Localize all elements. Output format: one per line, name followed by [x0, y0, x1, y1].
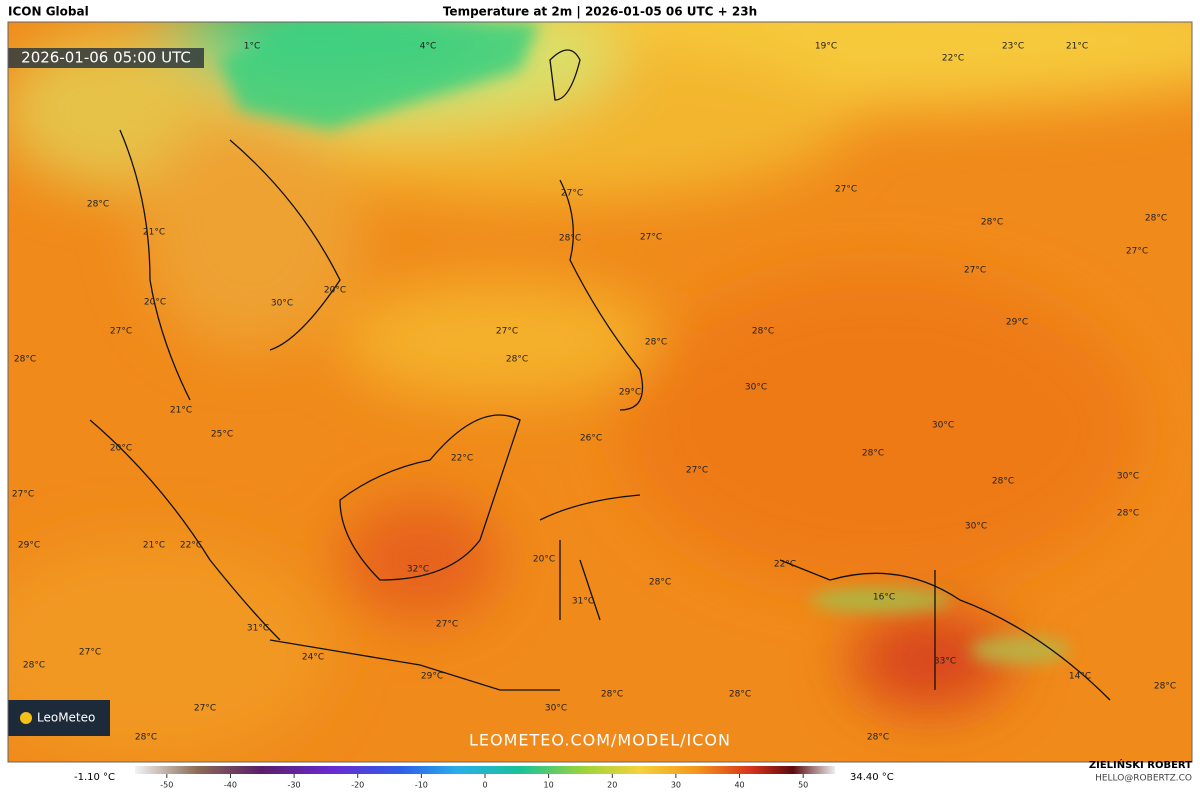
- coastlines: [89, 49, 1111, 701]
- temperature-label: 1°C: [244, 42, 261, 52]
- temperature-label: 33°C: [934, 657, 956, 667]
- map: 1°C 4°C 19°C 22°C 23°C 21°C 28°C 27°C 27°C 28°C 28…: [8, 22, 1192, 762]
- temperature-label: 14°C: [1069, 672, 1091, 682]
- temperature-label: 28°C: [729, 690, 751, 700]
- temperature-label: 23°C: [1002, 42, 1024, 52]
- temperature-label: 28°C: [559, 234, 581, 244]
- temperature-label: 28°C: [14, 355, 36, 365]
- temperature-label: 16°C: [873, 593, 895, 603]
- valid-time: 2026-01-06 05:00 UTC: [21, 49, 191, 67]
- temperature-label: 28°C: [867, 733, 889, 743]
- email: HELLO@ROBERTZ.CO: [1095, 774, 1192, 784]
- temperature-label: 27°C: [12, 490, 34, 500]
- temperature-label: 29°C: [18, 541, 40, 551]
- temperature-label: 21°C: [143, 541, 165, 551]
- temperature-label: 24°C: [302, 653, 324, 663]
- temperature-label: 32°C: [407, 565, 429, 575]
- colorbar-tick-label: 20: [607, 781, 617, 790]
- colorbar-tick-label: -10: [415, 781, 428, 790]
- temperature-label: 22°C: [942, 54, 964, 64]
- temperature-label: 20°C: [144, 298, 166, 308]
- colorbar-tick-label: 40: [734, 781, 744, 790]
- temperature-label: 29°C: [1006, 318, 1028, 328]
- temperature-label: 19°C: [815, 42, 837, 52]
- temperature-label: 27°C: [561, 189, 583, 199]
- temperature-label: 20°C: [533, 555, 555, 565]
- temperature-label: 28°C: [1154, 682, 1176, 692]
- temperature-label: 28°C: [87, 200, 109, 210]
- temperature-label: 29°C: [421, 672, 443, 682]
- temperature-label: 28°C: [649, 578, 671, 588]
- temperature-label: 31°C: [247, 624, 269, 634]
- author: ZIELIŃSKI ROBERT: [1089, 758, 1192, 771]
- temperature-label: 28°C: [1117, 509, 1139, 519]
- logo-sun: [20, 712, 32, 724]
- temperature-label: 27°C: [436, 620, 458, 630]
- temperature-label: 27°C: [79, 648, 101, 658]
- colorbar-tick-label: -50: [160, 781, 173, 790]
- temperature-label: 22°C: [180, 541, 202, 551]
- temperature-label: 26°C: [580, 434, 602, 444]
- colorbar-tick-label: 10: [544, 781, 554, 790]
- temperature-label: 20°C: [324, 286, 346, 296]
- temperature-label: 27°C: [496, 327, 518, 337]
- temperature-label: 28°C: [752, 327, 774, 337]
- temperature-label: 27°C: [194, 704, 216, 714]
- temperature-label: 28°C: [135, 733, 157, 743]
- temperature-label: 22°C: [451, 454, 473, 464]
- temperature-label: 27°C: [110, 327, 132, 337]
- colorbar-tick-label: 50: [798, 781, 808, 790]
- temperature-label: 27°C: [964, 266, 986, 276]
- temperature-label: 30°C: [1117, 472, 1139, 482]
- temperature-label: 27°C: [640, 233, 662, 243]
- colorbar-min: -1.10 °C: [74, 772, 115, 783]
- temperature-label: 28°C: [981, 218, 1003, 228]
- logo-text: LeoMeteo: [37, 711, 95, 725]
- temperature-label: 21°C: [170, 406, 192, 416]
- temperature-label: 28°C: [992, 477, 1014, 487]
- temperature-label: 20°C: [110, 444, 132, 454]
- temperature-label: 28°C: [23, 661, 45, 671]
- temperature-label: 27°C: [1126, 247, 1148, 257]
- temperature-label: 30°C: [932, 421, 954, 431]
- time-box: [8, 48, 204, 68]
- colorbar-tick-label: 30: [671, 781, 681, 790]
- temperature-label: 27°C: [686, 466, 708, 476]
- colorbar: [135, 766, 835, 774]
- temperature-label: 28°C: [1145, 214, 1167, 224]
- temperature-label: 28°C: [862, 449, 884, 459]
- colorbar-tick-label: -30: [288, 781, 301, 790]
- temperature-label: 28°C: [601, 690, 623, 700]
- map-title: Temperature at 2m | 2026-01-05 06 UTC + …: [443, 5, 757, 19]
- temperature-label: 30°C: [965, 522, 987, 532]
- colorbar-tick-label: -20: [351, 781, 364, 790]
- temperature-label: 29°C: [619, 388, 641, 398]
- temperature-label: 25°C: [211, 430, 233, 440]
- temperature-label: 21°C: [143, 228, 165, 238]
- colorbar-tick-label: 0: [482, 781, 487, 790]
- temperature-label: 30°C: [745, 383, 767, 393]
- temperature-label: 28°C: [645, 338, 667, 348]
- temperature-label: 28°C: [506, 355, 528, 365]
- temperature-label: 21°C: [1066, 42, 1088, 52]
- colorbar-tick-label: -40: [224, 781, 237, 790]
- temperature-label: 22°C: [774, 560, 796, 570]
- map-frame: [7, 21, 1193, 763]
- temperature-label: 30°C: [545, 704, 567, 714]
- temperature-label: 4°C: [420, 42, 437, 52]
- colorbar-max: 34.40 °C: [850, 772, 894, 783]
- temperature-label: 31°C: [572, 597, 594, 607]
- temperature-label: 27°C: [835, 185, 857, 195]
- temperature-label: 30°C: [271, 299, 293, 309]
- watermark: LEOMETEO.COM/MODEL/ICON: [469, 731, 731, 750]
- model-name: ICON Global: [8, 5, 89, 19]
